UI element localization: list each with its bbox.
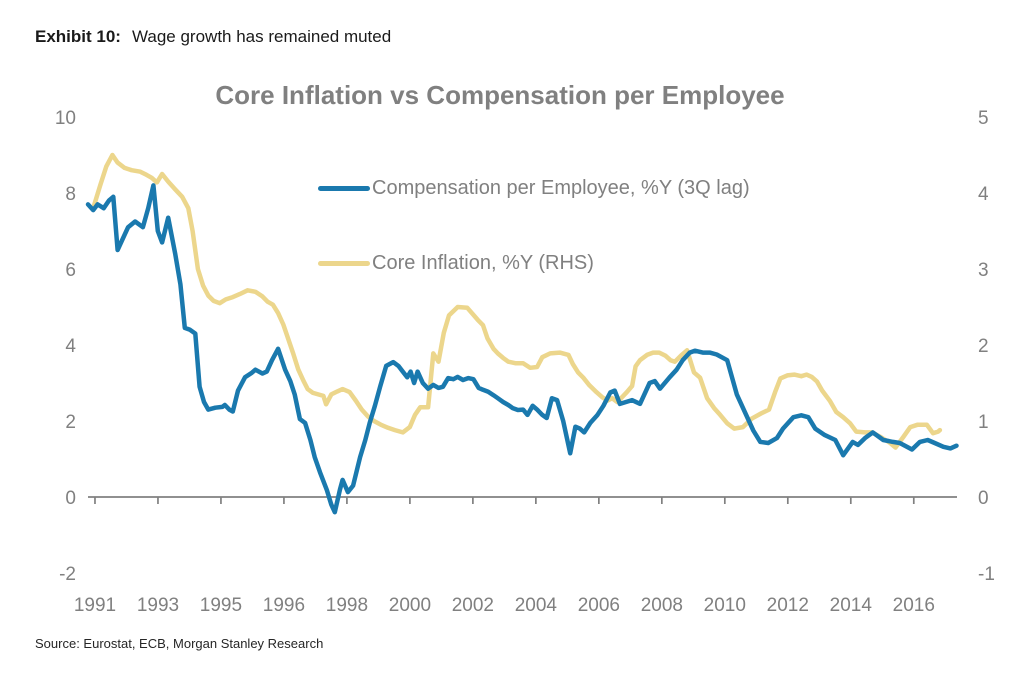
right-axis-label: 1 [978,412,989,433]
legend-item-core-inflation: Core Inflation, %Y (RHS) [318,250,594,276]
left-axis-label: -2 [59,564,76,585]
x-axis-label: 2012 [767,595,809,616]
right-axis-label: 0 [978,488,989,509]
core-inflation-line-swatch [318,260,370,266]
x-axis-label: 2000 [389,595,431,616]
left-axis-label: 6 [65,260,76,281]
x-axis-label: 2002 [452,595,494,616]
x-axis-label: 2004 [515,595,558,616]
legend-label-core-inflation: Core Inflation, %Y (RHS) [372,251,594,274]
x-axis-label: 2014 [830,595,873,616]
right-axis-label: 5 [978,108,989,129]
x-axis-label: 1995 [200,595,242,616]
source-note: Source: Eurostat, ECB, Morgan Stanley Re… [35,636,324,651]
exhibit-label: Exhibit 10: [35,27,121,46]
compensation-line-swatch [318,185,370,191]
left-axis-label: 4 [65,336,76,357]
legend-label-compensation: Compensation per Employee, %Y (3Q lag) [372,176,750,199]
left-axis-label: 8 [65,184,76,205]
right-axis-label: 4 [978,184,989,205]
legend-item-compensation: Compensation per Employee, %Y (3Q lag) [318,175,750,201]
x-axis-label: 1991 [74,595,116,616]
left-axis-label: 10 [55,108,76,129]
x-axis-label: 1993 [137,595,179,616]
x-axis-label: 2010 [704,595,746,616]
exhibit-header: Exhibit 10: Wage growth has remained mute… [35,27,391,47]
chart-title: Core Inflation vs Compensation per Emplo… [215,80,785,110]
core_inflation-line [90,152,943,450]
right-axis-label: 3 [978,260,989,281]
x-axis-label: 2016 [893,595,935,616]
x-axis-label: 2008 [641,595,683,616]
x-axis-label: 1996 [263,595,305,616]
exhibit-title: Wage growth has remained muted [131,27,392,46]
x-axis-label: 2006 [578,595,620,616]
left-axis-label: 2 [65,412,76,433]
compensation-line [85,183,959,515]
left-axis-label: 0 [65,488,76,509]
right-axis-label: -1 [978,564,995,585]
right-axis-label: 2 [978,336,989,357]
x-axis-label: 1998 [326,595,368,616]
